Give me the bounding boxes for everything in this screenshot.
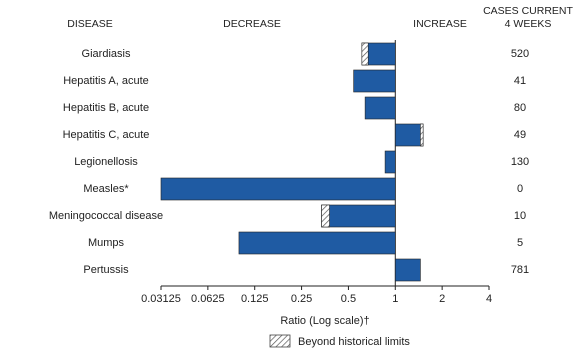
disease-label: Meningococcal disease (49, 210, 163, 222)
x-tick-label: 0.5 (341, 293, 356, 305)
bar (394, 258, 421, 282)
cases-value: 0 (517, 183, 523, 195)
beyond-limits (321, 204, 330, 228)
header-increase: INCREASE (413, 18, 467, 30)
cases-value: 520 (511, 48, 529, 60)
cases-value: 130 (511, 156, 529, 168)
cases-value: 80 (514, 102, 526, 114)
header-disease: DISEASE (67, 18, 113, 30)
bar (364, 96, 396, 120)
cases-value: 49 (514, 129, 526, 141)
legend-label: Beyond historical limits (298, 336, 410, 348)
bar (353, 69, 396, 93)
cases-value: 5 (517, 237, 523, 249)
cases-value: 781 (511, 264, 529, 276)
x-tick-label: 4 (486, 293, 492, 305)
legend-swatch (269, 334, 291, 348)
bar (160, 177, 396, 201)
cases-value: 10 (514, 210, 526, 222)
disease-label: Mumps (88, 237, 125, 249)
disease-label: Hepatitis C, acute (63, 129, 150, 141)
disease-label: Hepatitis A, acute (63, 75, 149, 87)
disease-label: Pertussis (83, 264, 129, 276)
disease-label: Giardiasis (82, 48, 131, 60)
x-tick-label: 0.0625 (191, 293, 225, 305)
disease-label: Measles* (83, 183, 129, 195)
beyond-limits (420, 123, 424, 147)
header-decrease: DECREASE (223, 18, 281, 30)
beyond-limits (361, 42, 369, 66)
bar (394, 123, 424, 147)
bar (384, 150, 396, 174)
header-cases: 4 WEEKS (505, 18, 552, 30)
x-tick-label: 2 (439, 293, 445, 305)
x-tick-label: 0.25 (291, 293, 312, 305)
cases-value: 41 (514, 75, 526, 87)
x-axis-label: Ratio (Log scale)† (280, 315, 369, 327)
disease-label: Legionellosis (74, 156, 138, 168)
bar (321, 204, 396, 228)
bar (238, 231, 396, 255)
header-cases: CASES CURRENT (483, 5, 573, 17)
x-tick-label: 0.125 (241, 293, 269, 305)
disease-label: Hepatitis B, acute (63, 102, 149, 114)
x-tick-label: 0.03125 (141, 293, 181, 305)
x-tick-label: 1 (392, 293, 398, 305)
